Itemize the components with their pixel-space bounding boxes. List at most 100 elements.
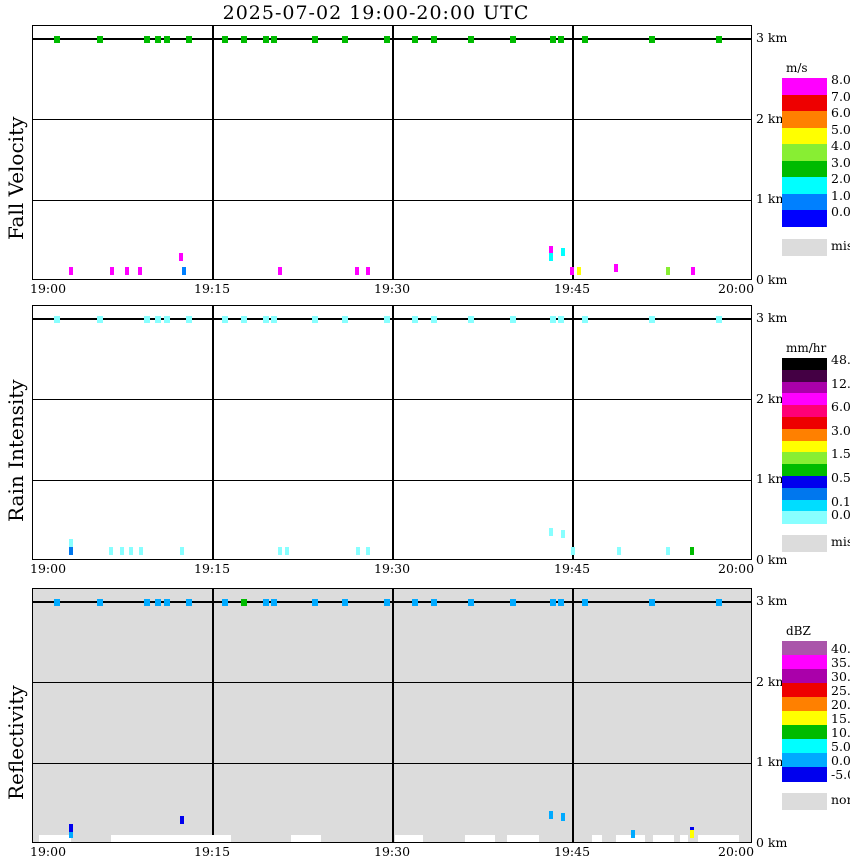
xtick-label: 20:00 bbox=[718, 844, 755, 859]
colorbar-missing-swatch bbox=[782, 535, 827, 553]
colorbar-tick-label: 3.0 bbox=[831, 422, 850, 438]
xtick-label: 19:15 bbox=[194, 281, 231, 296]
colorbar-band bbox=[782, 428, 827, 442]
data-cell bbox=[262, 315, 269, 323]
gridline-v-30min bbox=[392, 306, 394, 559]
no-data-gap bbox=[592, 835, 602, 842]
panel-fall-velocity bbox=[32, 25, 752, 280]
data-cell bbox=[365, 267, 370, 276]
rain-intensity-colorbar: mm/hr 48.0 12.0 6.0 3.0 1.5 0.5 0.10.0 miss bbox=[782, 341, 850, 553]
colorbar-band bbox=[782, 417, 827, 430]
colorbar-tick-label: 30.0 bbox=[831, 669, 850, 685]
gridline-h-1km bbox=[33, 479, 751, 482]
gridline-v-45min bbox=[572, 26, 574, 279]
gridline-h-3km bbox=[33, 601, 751, 603]
data-cell bbox=[569, 267, 574, 276]
xtick-label: 20:00 bbox=[718, 561, 755, 576]
colorbar-band bbox=[782, 499, 827, 512]
colorbar-unit-label: dBZ bbox=[786, 624, 811, 638]
colorbar-missing-swatch bbox=[782, 793, 827, 810]
plot-area-fall-velocity bbox=[33, 26, 751, 279]
colorbar-band bbox=[782, 452, 827, 465]
data-cell bbox=[716, 315, 723, 323]
data-cell bbox=[186, 35, 192, 43]
gridline-v-45min bbox=[572, 306, 574, 559]
data-cell bbox=[411, 315, 418, 323]
colorbar-tick-label: 6.0 bbox=[831, 105, 850, 120]
colorbar-band bbox=[782, 160, 827, 178]
data-cell bbox=[356, 547, 361, 556]
no-data-gap bbox=[39, 835, 72, 842]
data-cell bbox=[577, 267, 581, 276]
colorbar-tick-label: 0.1 bbox=[831, 493, 850, 509]
gridline-h-2km bbox=[33, 118, 751, 121]
xtick-label: 19:00 bbox=[30, 844, 67, 859]
colorbar-band bbox=[782, 767, 827, 782]
colorbar-band bbox=[782, 669, 827, 684]
data-cell bbox=[69, 539, 74, 548]
data-cell bbox=[616, 547, 621, 556]
data-cell bbox=[271, 35, 278, 43]
data-cell bbox=[179, 815, 184, 824]
colorbar-tick-label: 40.0 bbox=[831, 641, 850, 657]
data-cell bbox=[468, 315, 474, 323]
plot-area-reflectivity bbox=[33, 589, 751, 842]
colorbar-band bbox=[782, 697, 827, 712]
colorbar-band bbox=[782, 683, 827, 698]
gridline-h-3km bbox=[33, 318, 751, 320]
data-cell bbox=[312, 315, 318, 323]
gridline-h-1km bbox=[33, 762, 751, 765]
data-cell bbox=[510, 598, 516, 606]
data-cell bbox=[558, 35, 564, 43]
colorbar-band bbox=[782, 739, 827, 754]
data-cell bbox=[665, 547, 670, 556]
colorbar-tick-label: 4.0 bbox=[831, 138, 850, 153]
no-data-gap bbox=[507, 835, 540, 842]
data-cell bbox=[365, 547, 370, 556]
colorbar-band bbox=[782, 393, 827, 406]
ytick-label: 1 km bbox=[756, 471, 788, 487]
no-data-gap bbox=[679, 835, 689, 842]
data-cell bbox=[411, 598, 418, 606]
data-cell bbox=[558, 598, 564, 606]
no-data-gap bbox=[395, 835, 423, 842]
data-cell bbox=[342, 598, 348, 606]
data-cell bbox=[179, 547, 184, 556]
xtick-label: 19:00 bbox=[30, 561, 67, 576]
data-cell bbox=[510, 35, 516, 43]
colorbar-band bbox=[782, 641, 827, 656]
data-cell bbox=[222, 315, 228, 323]
data-cell bbox=[561, 529, 566, 538]
ytick-label: 1 km bbox=[756, 191, 788, 207]
panel-reflectivity bbox=[32, 588, 752, 843]
ytick-label: 3 km bbox=[756, 310, 788, 325]
colorbar-unit-label: m/s bbox=[786, 61, 808, 75]
data-cell bbox=[262, 35, 269, 43]
data-cell bbox=[69, 267, 74, 276]
data-cell bbox=[549, 598, 556, 606]
no-data-gap bbox=[616, 835, 645, 842]
colorbar-band bbox=[782, 487, 827, 501]
data-cell bbox=[271, 315, 278, 323]
data-cell bbox=[468, 598, 474, 606]
data-cell bbox=[54, 35, 60, 43]
gridline-v-30min bbox=[392, 26, 394, 279]
colorbar-band bbox=[782, 511, 827, 524]
data-cell bbox=[54, 598, 60, 606]
data-cell bbox=[631, 830, 635, 839]
data-cell bbox=[549, 252, 554, 261]
data-cell bbox=[182, 267, 187, 276]
xtick-label: 20:00 bbox=[718, 281, 755, 296]
data-cell bbox=[69, 830, 74, 839]
data-cell bbox=[342, 315, 348, 323]
data-cell bbox=[154, 35, 161, 43]
ytick-label: 2 km bbox=[756, 673, 788, 689]
colorbar-tick-label: -5.0 bbox=[831, 767, 850, 783]
colorbar-tick-label: 2.0 bbox=[831, 171, 850, 186]
colorbar-band bbox=[782, 369, 827, 383]
colorbar-band bbox=[782, 78, 827, 96]
data-cell bbox=[69, 547, 74, 556]
data-cell bbox=[561, 812, 566, 821]
data-cell bbox=[241, 315, 248, 323]
